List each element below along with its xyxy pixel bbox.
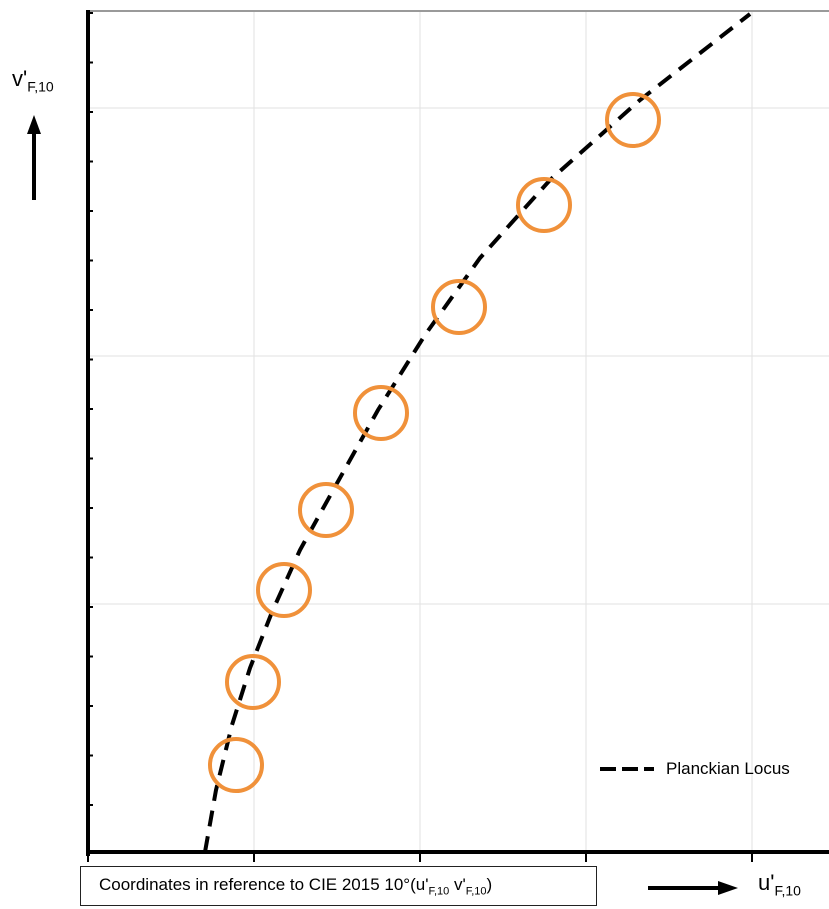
data-point [298,482,354,538]
data-point [353,385,409,441]
x-axis-title: u'F,10 [758,870,801,899]
y-ticks [88,12,93,806]
planckian-locus-line [203,12,752,853]
data-circles [208,92,661,793]
legend-swatch-dashed [600,767,654,771]
y-arrow-head-icon [27,115,41,134]
y-axis-title: v'F,10 [12,66,54,95]
axes [86,10,829,862]
data-point [225,654,281,710]
grid [88,10,829,852]
data-point [516,177,572,233]
data-point [256,562,312,618]
data-point [208,737,264,793]
x-arrow-head-icon [718,881,738,895]
caption-text: Coordinates in reference to CIE 2015 10°… [99,874,493,898]
legend-label: Planckian Locus [666,759,790,778]
axis-arrows [27,115,738,895]
data-point [605,92,661,148]
legend: Planckian Locus [600,757,790,781]
data-point [431,279,487,335]
x-ticks [87,852,753,862]
caption-box: Coordinates in reference to CIE 2015 10°… [80,866,597,906]
